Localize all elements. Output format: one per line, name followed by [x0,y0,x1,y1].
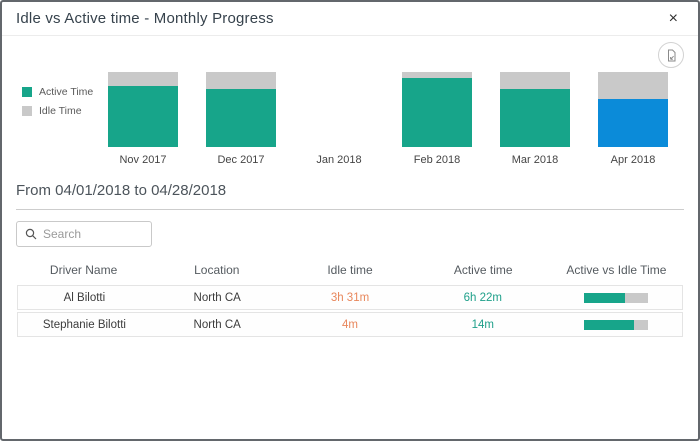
chart-column-dec-2017: Dec 2017 [192,72,290,166]
active-vs-idle-bar [583,319,648,330]
idle-time-segment[interactable] [598,72,668,99]
legend-item-idle-time[interactable]: Idle Time [22,105,94,117]
legend-label: Idle Time [39,105,82,117]
chart-legend: Active Time Idle Time [2,86,94,166]
month-label: Jan 2018 [316,154,362,166]
month-label: Nov 2017 [119,154,167,166]
active-time-cell: 6h 22m [463,291,502,304]
stacked-bar [598,72,668,147]
search-box[interactable] [16,221,152,247]
table-body: Al Bilotti North CA 3h 31m 6h 22m Stephanie … [17,285,683,337]
month-label: Dec 2017 [217,154,265,166]
stacked-bar [108,72,178,147]
dialog-header: Idle vs Active time - Monthly Progress × [2,2,698,36]
active-time-segment[interactable] [402,78,472,147]
export-image-button[interactable] [658,42,684,68]
export-image-icon [667,49,675,61]
chart-column-nov-2017: Nov 2017 [94,72,192,166]
monthly-chart: Active Time Idle Time Nov 2017 Dec 2017 Ja… [2,72,698,166]
active-time-segment[interactable] [108,86,178,147]
column-header-active-vs-idle: Active vs Idle Time [566,263,667,277]
drivers-table: Driver Name Location Idle time Active ti… [17,263,683,337]
active-fill [583,319,634,330]
search-input[interactable] [43,227,143,241]
search-icon [25,228,37,240]
legend-item-active-time[interactable]: Active Time [22,86,94,98]
table-row[interactable]: Al Bilotti North CA 3h 31m 6h 22m [17,285,683,310]
active-vs-idle-bar [583,292,648,303]
close-icon[interactable]: × [663,7,684,31]
column-header-driver-name: Driver Name [49,263,118,277]
active-fill [583,292,625,303]
idle-time-cell: 3h 31m [330,291,370,304]
stacked-bar [206,72,276,147]
column-header-location: Location [194,263,240,277]
chart-column-mar-2018: Mar 2018 [486,72,584,166]
driver-name-cell: Al Bilotti [63,291,106,304]
date-range-heading: From 04/01/2018 to 04/28/2018 [16,182,684,210]
active-vs-idle-cell [549,292,682,303]
chart-column-feb-2018: Feb 2018 [388,72,486,166]
location-cell: North CA [193,318,241,331]
idle-time-segment[interactable] [402,72,472,78]
idle-time-cell: 4m [342,318,358,331]
active-time-segment[interactable] [206,88,276,147]
stacked-bar [500,72,570,147]
idle-time-segment[interactable] [500,72,570,89]
table-header-row: Driver Name Location Idle time Active ti… [17,263,683,277]
table-row[interactable]: Stephanie Bilotti North CA 4m 14m [17,312,683,337]
dialog-title: Idle vs Active time - Monthly Progress [16,10,274,27]
legend-label: Active Time [39,86,94,98]
month-label: Apr 2018 [610,154,656,166]
stacked-bar [304,72,374,147]
active-time-segment[interactable] [500,88,570,147]
driver-name-cell: Stephanie Bilotti [42,318,126,331]
idle-time-swatch [22,106,32,116]
idle-time-segment[interactable] [206,72,276,89]
month-label: Mar 2018 [511,154,559,166]
chart-column-apr-2018: Apr 2018 [584,72,682,166]
column-header-idle-time: Idle time [327,263,373,277]
active-time-segment[interactable] [598,99,668,147]
idle-time-segment[interactable] [108,72,178,87]
active-time-cell: 14m [471,318,494,331]
chart-plot-area: Nov 2017 Dec 2017 Jan 2018 Feb 2018 Mar 2018… [94,72,682,166]
location-cell: North CA [193,291,241,304]
active-vs-idle-cell [549,319,682,330]
month-label: Feb 2018 [413,154,461,166]
column-header-active-time: Active time [453,263,513,277]
chart-column-jan-2018: Jan 2018 [290,72,388,166]
stacked-bar [402,72,472,147]
active-time-swatch [22,87,32,97]
